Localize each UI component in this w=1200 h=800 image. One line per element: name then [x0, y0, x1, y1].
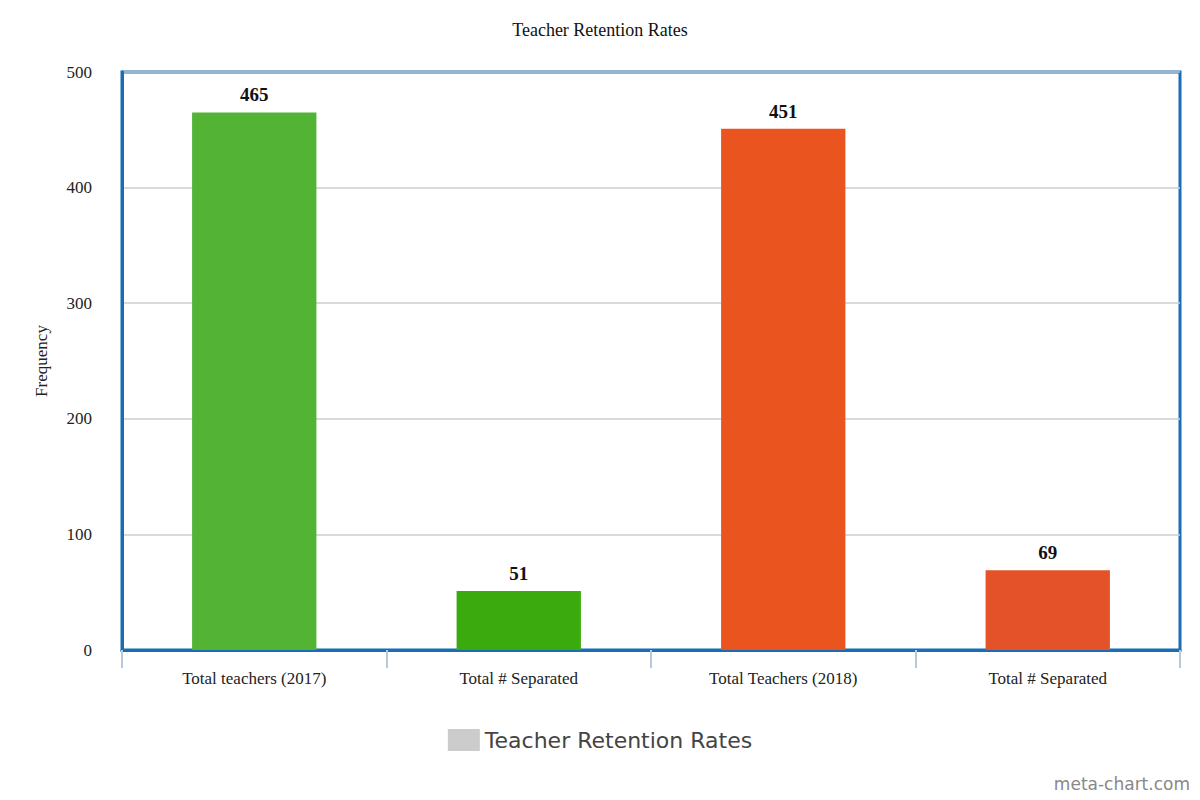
svg-text:0: 0 [84, 641, 93, 660]
svg-text:200: 200 [67, 409, 93, 428]
svg-text:465: 465 [240, 84, 269, 105]
svg-text:100: 100 [67, 525, 93, 544]
svg-text:Teacher Retention Rates: Teacher Retention Rates [512, 20, 688, 40]
svg-text:Total # Separated: Total # Separated [988, 669, 1107, 688]
svg-text:451: 451 [769, 101, 798, 122]
svg-text:69: 69 [1038, 542, 1057, 563]
svg-text:Total Teachers (2018): Total Teachers (2018) [709, 669, 857, 688]
svg-text:Frequency: Frequency [32, 325, 51, 397]
svg-text:500: 500 [67, 63, 93, 82]
svg-text:51: 51 [509, 563, 528, 584]
svg-text:300: 300 [67, 294, 93, 313]
svg-text:meta-chart.com: meta-chart.com [1054, 774, 1190, 794]
svg-text:400: 400 [67, 178, 93, 197]
svg-text:Total teachers (2017): Total teachers (2017) [182, 669, 326, 688]
svg-text:Teacher Retention Rates: Teacher Retention Rates [484, 728, 752, 753]
svg-text:Total # Separated: Total # Separated [459, 669, 578, 688]
